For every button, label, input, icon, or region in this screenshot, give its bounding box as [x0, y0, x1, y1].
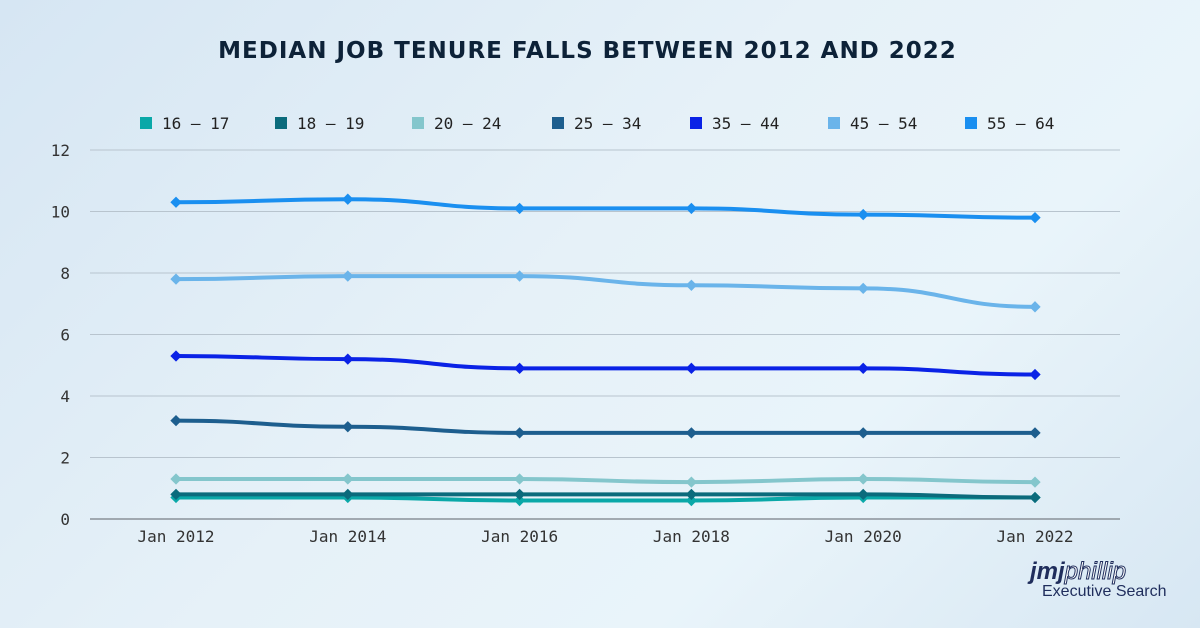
data-point [857, 208, 869, 221]
data-point [513, 270, 526, 282]
data-point [1029, 211, 1041, 224]
legend-label: 25 – 34 [574, 114, 641, 133]
data-point [342, 488, 354, 501]
data-point [513, 362, 526, 374]
series-3544 [170, 350, 1041, 381]
y-tick-label: 10 [51, 203, 70, 222]
y-tick-label: 4 [60, 387, 70, 406]
series-line [175, 354, 1036, 377]
series-1819 [170, 488, 1041, 504]
x-tick-label: Jan 2012 [137, 527, 214, 546]
y-tick-label: 0 [60, 510, 70, 529]
logo-bold: jmj [1030, 558, 1065, 585]
y-tick-label: 6 [60, 326, 70, 345]
logo-outline: phillip [1064, 558, 1127, 586]
series-line [175, 197, 1036, 220]
legend-swatch [275, 117, 287, 129]
data-point [513, 202, 526, 215]
data-point [857, 362, 869, 374]
data-point [857, 488, 869, 501]
jmj-phillip-logo: jmjphillip Executive Search [1030, 558, 1167, 601]
data-point [342, 473, 354, 485]
data-point [685, 202, 698, 215]
x-tick-label: Jan 2020 [825, 527, 902, 546]
x-tick-label: Jan 2018 [653, 527, 730, 546]
data-point [685, 427, 698, 439]
data-point [170, 488, 182, 501]
data-point [1029, 368, 1041, 381]
series-2024 [170, 473, 1041, 488]
data-point [513, 494, 526, 507]
data-point [170, 273, 182, 285]
legend-swatch [412, 117, 424, 129]
legend-swatch [828, 117, 840, 129]
data-point [857, 282, 869, 295]
series-line [176, 492, 1036, 500]
legend-label: 18 – 19 [297, 114, 364, 133]
legend-label: 20 – 24 [434, 114, 501, 133]
data-point [170, 350, 182, 362]
y-tick-label: 2 [60, 449, 70, 468]
data-point [342, 421, 354, 433]
data-point [342, 193, 354, 205]
data-point [1029, 491, 1041, 504]
data-point [1029, 427, 1041, 439]
data-point [685, 488, 698, 501]
data-point [857, 427, 869, 439]
data-point [170, 473, 182, 485]
series-2534 [170, 414, 1041, 439]
data-point [685, 494, 698, 507]
data-point [685, 476, 698, 488]
data-point [857, 473, 869, 485]
data-point [1029, 301, 1041, 313]
series-5564 [170, 193, 1041, 224]
series-line [175, 418, 1035, 435]
x-tick-label: Jan 2016 [481, 527, 558, 546]
data-point [685, 362, 698, 374]
series-4554 [170, 270, 1041, 313]
data-point [513, 488, 526, 501]
logo-subtitle: Executive Search [1042, 583, 1167, 600]
legend-swatch [552, 117, 564, 129]
legend-swatch [140, 117, 152, 129]
x-tick-label: Jan 2022 [996, 527, 1073, 546]
legend-label: 55 – 64 [987, 114, 1054, 133]
chart-title: MEDIAN JOB TENURE FALLS BETWEEN 2012 AND… [218, 38, 957, 64]
legend-label: 35 – 44 [712, 114, 779, 133]
series-line [176, 495, 1035, 503]
data-point [513, 473, 526, 485]
data-point [342, 270, 354, 282]
legend-label: 16 – 17 [162, 114, 229, 133]
legend-swatch [690, 117, 702, 129]
legend-label: 45 – 54 [850, 114, 917, 133]
data-point [513, 427, 526, 439]
series-line [175, 274, 1036, 309]
data-point [342, 353, 354, 365]
y-tick-label: 8 [60, 264, 70, 283]
x-tick-label: Jan 2014 [309, 527, 386, 546]
y-tick-label: 12 [51, 141, 70, 160]
series-line [176, 477, 1036, 485]
data-point [170, 414, 182, 427]
data-point [685, 279, 698, 291]
data-point [1029, 476, 1041, 488]
data-point [170, 196, 182, 208]
legend-swatch [965, 117, 977, 129]
